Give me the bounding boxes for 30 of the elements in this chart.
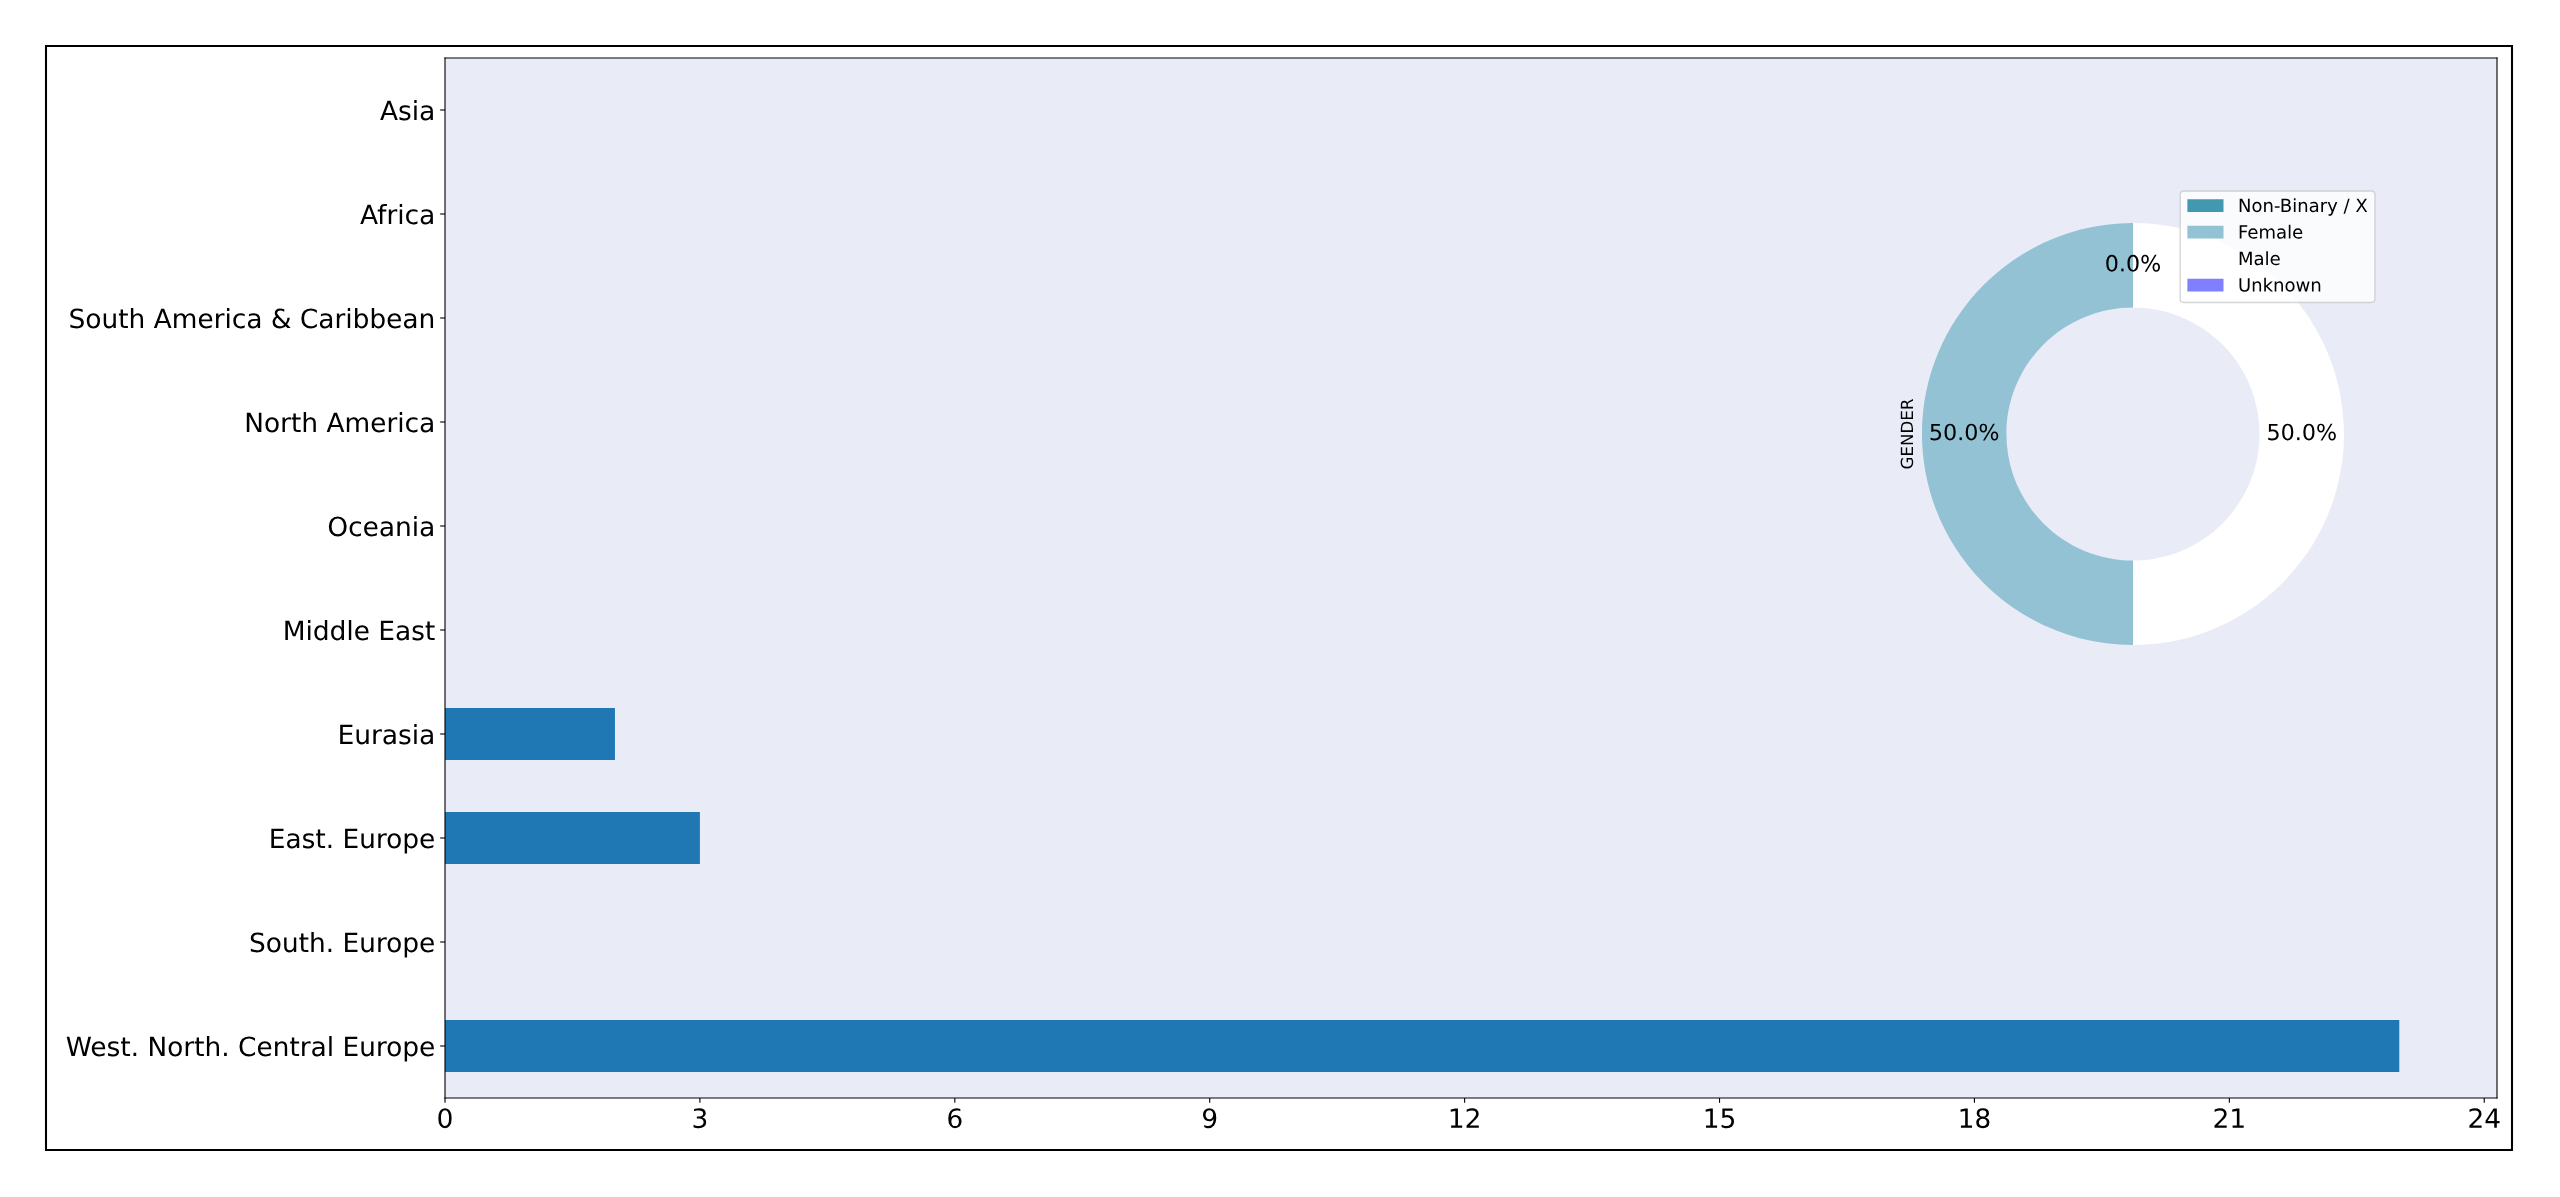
y-tick-label: North America bbox=[246, 411, 433, 433]
bar bbox=[445, 812, 700, 864]
x-tick-label: 3 bbox=[693, 1108, 707, 1129]
x-tick-label: 18 bbox=[1960, 1108, 1990, 1129]
x-tick-label: 6 bbox=[948, 1108, 962, 1129]
x-tick-label: 24 bbox=[2469, 1108, 2500, 1128]
y-tick-label: Middle East bbox=[285, 619, 435, 641]
y-tick-label: Eurasia bbox=[340, 723, 433, 745]
bar bbox=[445, 708, 615, 760]
bar bbox=[445, 1020, 2400, 1072]
x-tick-label: 12 bbox=[1450, 1108, 1479, 1128]
x-tick-label: 9 bbox=[1202, 1108, 1217, 1129]
y-tick-label: West. North. Central Europe bbox=[66, 1035, 434, 1062]
x-tick-label: 21 bbox=[2214, 1108, 2244, 1128]
text: 0.0% bbox=[2106, 254, 2160, 272]
y-tick-label: Africa bbox=[360, 203, 433, 225]
y-tick-label: South America & Caribbean bbox=[70, 307, 434, 329]
legend-label: Female bbox=[2239, 224, 2303, 239]
y-tick-label: South. Europe bbox=[250, 931, 434, 958]
data-label: 50.0% bbox=[1930, 423, 1999, 441]
y-tick-label: Asia bbox=[380, 99, 433, 121]
text: GENDER bbox=[1900, 399, 1914, 469]
legend-label: Non-Binary / X bbox=[2239, 198, 2368, 216]
slice-label: Male bbox=[2239, 251, 2280, 266]
y-tick-label: Oceania bbox=[328, 515, 433, 537]
x-tick-label: 0 bbox=[438, 1108, 452, 1129]
data-label: 50.0% bbox=[2268, 423, 2336, 441]
x-tick-label: 15 bbox=[1705, 1108, 1735, 1129]
y-tick-label: East. Europe bbox=[271, 828, 434, 854]
legend-label: Unknown bbox=[2239, 277, 2321, 292]
